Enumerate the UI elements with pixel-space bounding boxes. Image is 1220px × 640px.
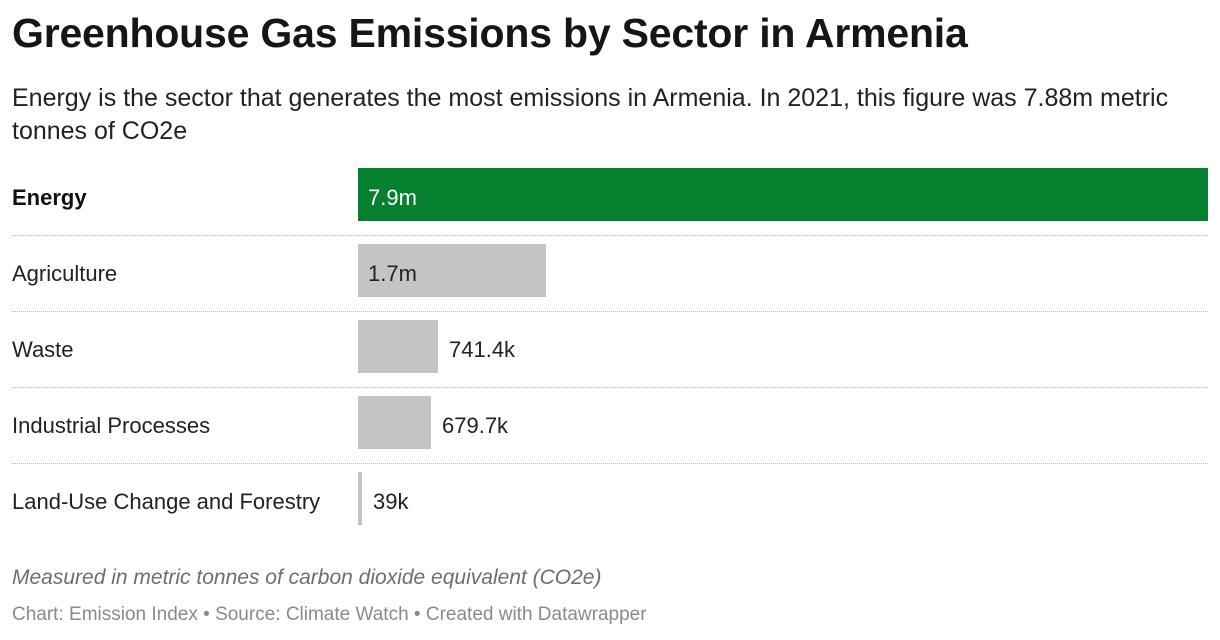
chart-notes: Measured in metric tonnes of carbon diox…: [12, 566, 602, 589]
bar: [358, 472, 362, 525]
category-label: Industrial Processes: [12, 413, 211, 438]
bar-row: Agriculture 1.7m: [12, 236, 1208, 312]
category-label: Waste: [12, 337, 74, 362]
data-label: 679.7k: [442, 413, 509, 438]
bar-chart: Energy 7.9m Agriculture 1.7m Waste 741.4k Indu…: [0, 160, 1220, 540]
category-label: Land-Use Change and Forestry: [12, 489, 321, 514]
bar-row: Land-Use Change and Forestry 39k: [12, 464, 1208, 540]
bar: [358, 168, 1208, 221]
chart-subtitle: Energy is the sector that generates the …: [12, 84, 1169, 145]
category-label: Energy: [12, 185, 87, 210]
data-label: 741.4k: [449, 337, 516, 362]
bar-row: Energy 7.9m: [12, 160, 1208, 236]
data-label: 1.7m: [368, 261, 417, 286]
data-label: 39k: [373, 489, 409, 514]
row-separator: [12, 387, 1208, 388]
bar-row: Waste 741.4k: [12, 312, 1208, 388]
row-separator: [12, 235, 1208, 236]
bar: [358, 320, 438, 373]
row-separator: [12, 463, 1208, 464]
chart-footer: Chart: Emission Index • Source: Climate …: [12, 604, 647, 625]
bar-row: Industrial Processes 679.7k: [12, 388, 1208, 464]
row-separator: [12, 311, 1208, 312]
data-label: 7.9m: [368, 185, 417, 210]
bar: [358, 244, 546, 297]
chart-title: Greenhouse Gas Emissions by Sector in Ar…: [12, 10, 968, 56]
bar: [358, 396, 431, 449]
category-label: Agriculture: [12, 261, 118, 286]
